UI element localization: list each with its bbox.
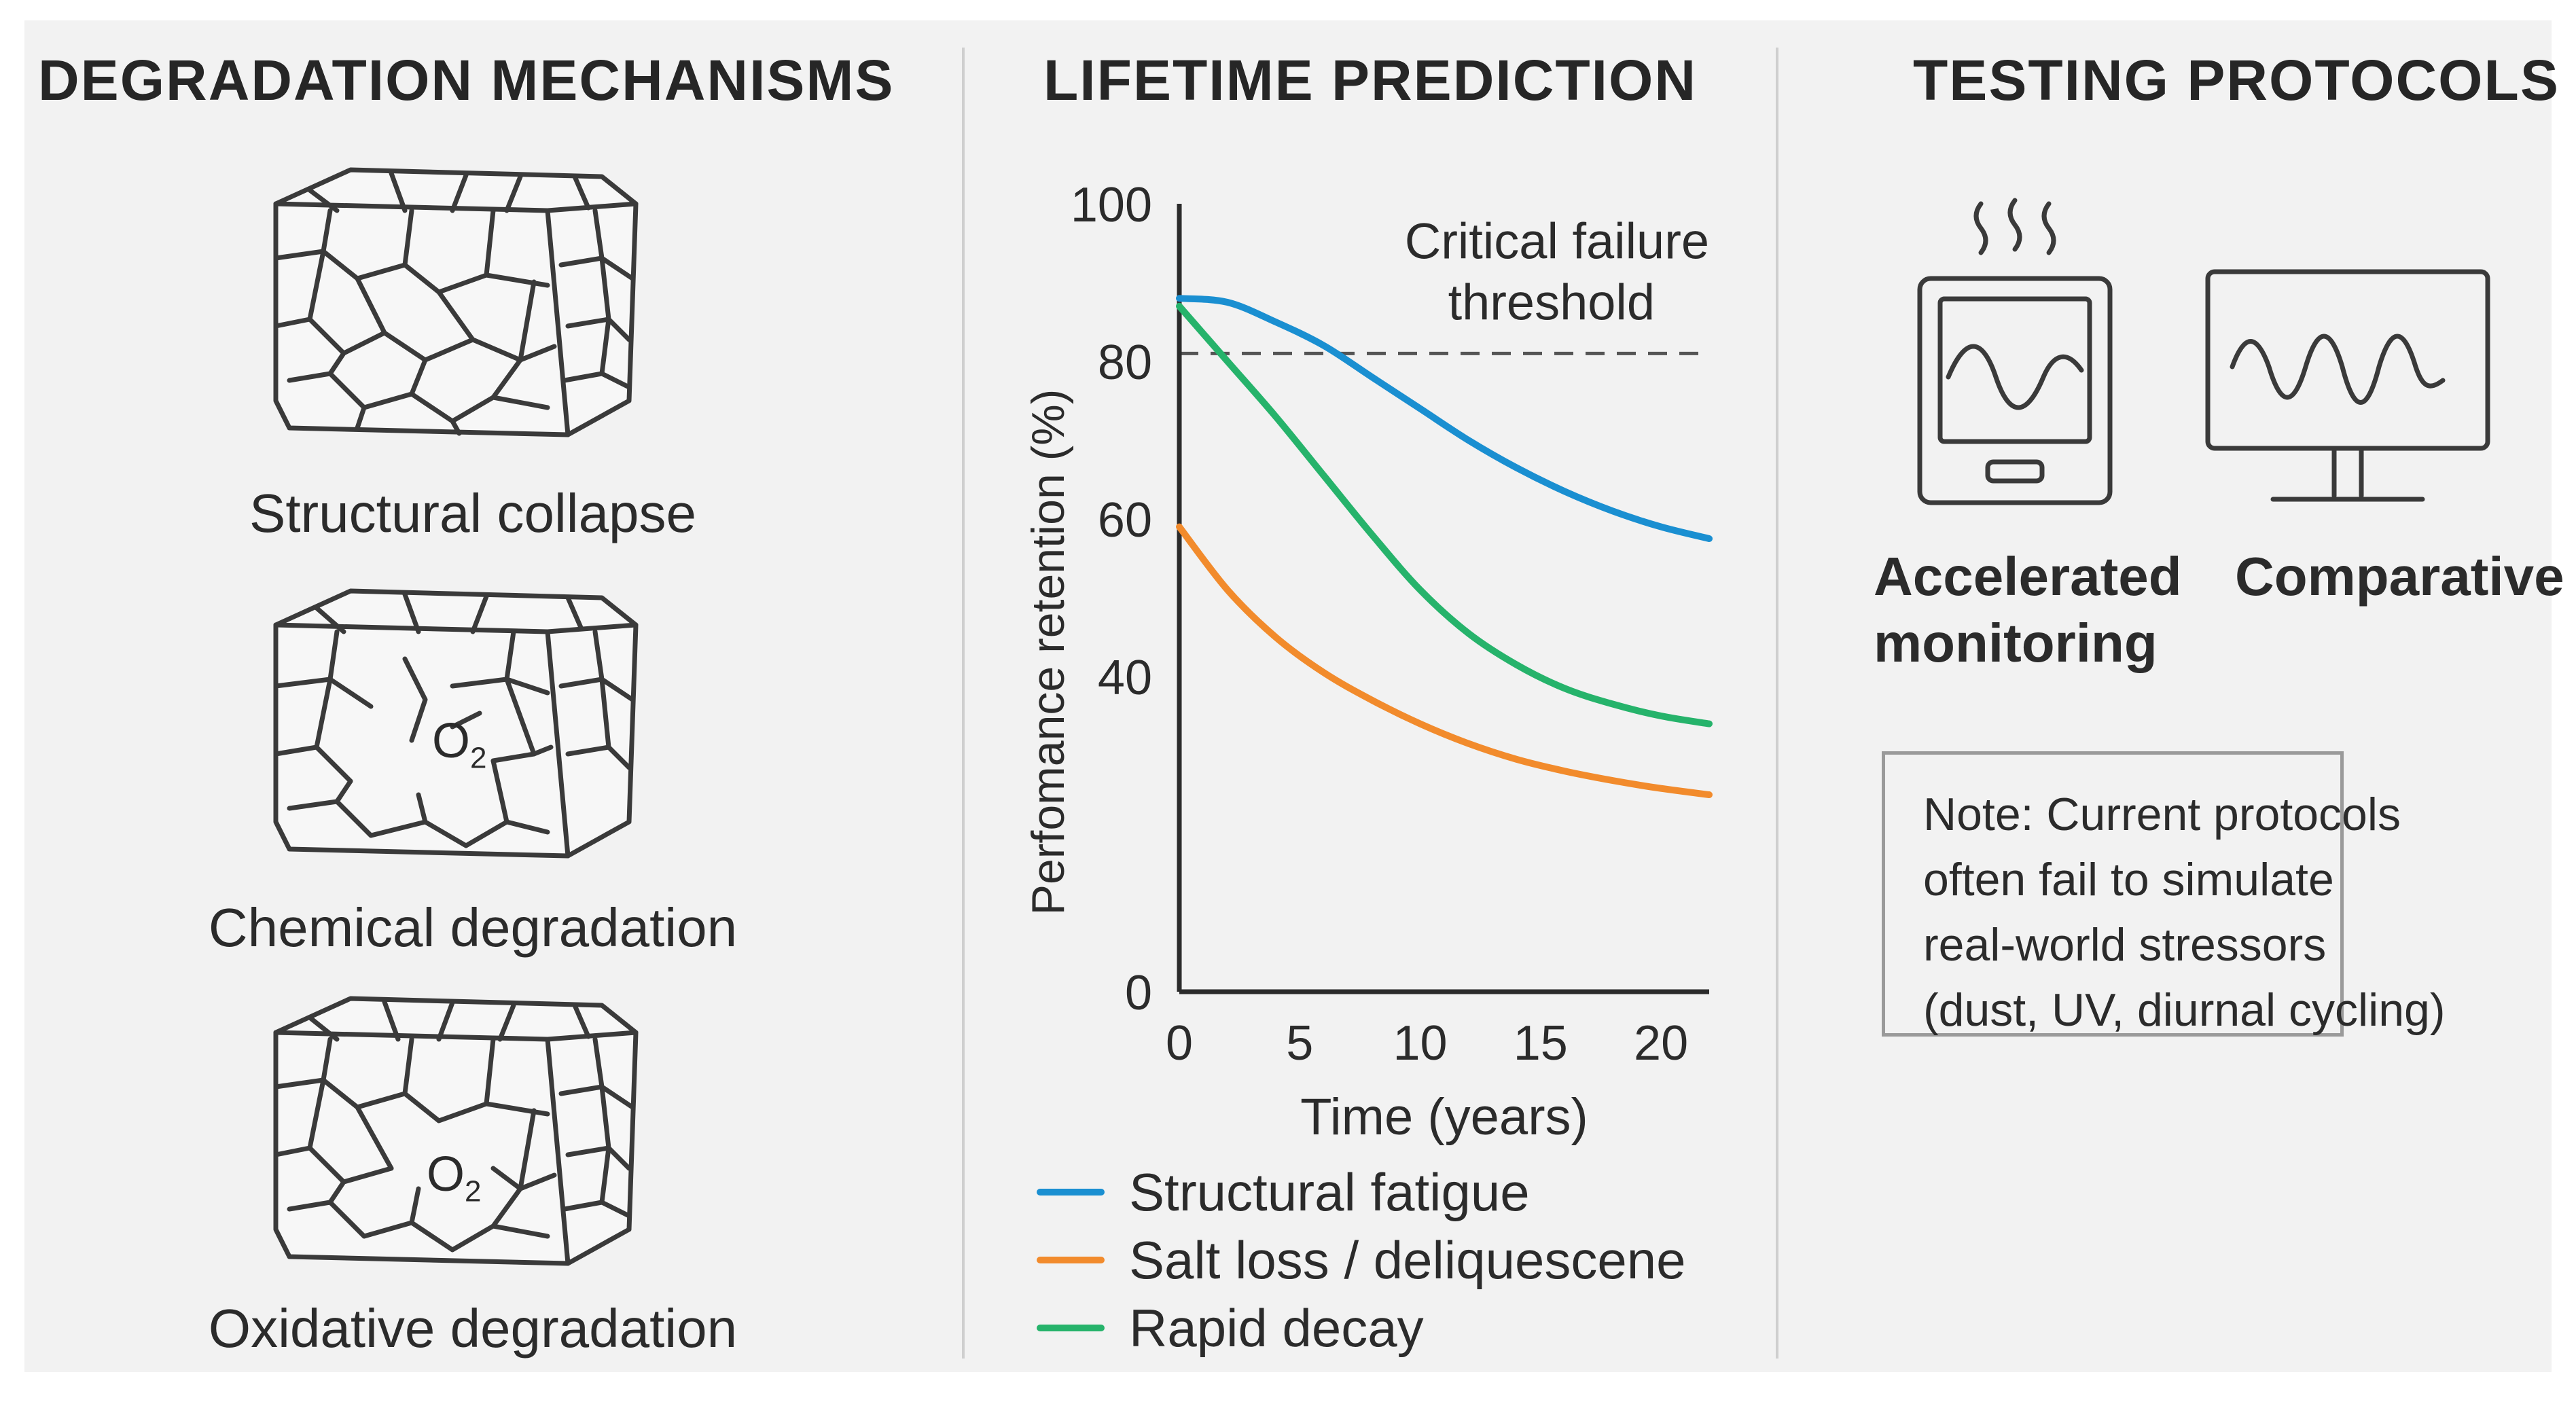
x-axis-label: Time (years) — [1300, 1088, 1588, 1146]
y-tick-label: 80 — [1098, 336, 1152, 390]
y-tick-label: 100 — [1071, 178, 1152, 232]
y-axis-label: Perfomance retention (%) — [1022, 389, 1074, 916]
legend-swatch-structural — [1037, 1189, 1105, 1196]
mechanisms-heading: DEGRADATION MECHANISMS — [38, 48, 895, 112]
legend-swatch-rapid — [1037, 1325, 1105, 1331]
series-line-0 — [1176, 295, 1713, 542]
x-tick-label: 15 — [1514, 1016, 1568, 1071]
note-line: often fail to simulate — [1923, 854, 2334, 905]
series-line-2 — [1176, 302, 1713, 727]
y-tick-label: 60 — [1098, 493, 1152, 547]
y-tick-label: 40 — [1098, 651, 1152, 705]
mechanism-label-chemical: Chemical degradation — [208, 897, 738, 958]
o2-label: O2 — [427, 1147, 482, 1208]
x-tick-label: 5 — [1286, 1016, 1313, 1071]
device-label-accelerated: Accelerated monitoring — [1874, 546, 2182, 673]
legend-label: Salt loss / deliquescene — [1129, 1229, 1686, 1290]
column-divider-left — [962, 48, 965, 1359]
cracked-cube-o2-icon: O2 — [249, 985, 656, 1270]
desktop-monitor-icon — [2198, 265, 2497, 523]
legend-item-rapid-decay: Rapid decay — [1037, 1297, 1424, 1359]
x-tick-label: 20 — [1634, 1016, 1688, 1071]
legend-swatch-salt — [1037, 1257, 1105, 1263]
prediction-heading: LIFETIME PREDICTION — [1043, 48, 1697, 112]
cracked-cube-icon — [249, 156, 656, 442]
mechanism-label-structural: Structural collapse — [249, 483, 697, 543]
legend-label: Rapid decay — [1129, 1297, 1424, 1358]
note-line: (dust, UV, diurnal cycling) — [1923, 984, 2446, 1036]
note-line: real-world stressors — [1923, 919, 2327, 971]
device-label-comparative: Comparative — [2235, 546, 2564, 607]
lifetime-chart: 0 40 60 80 100 0 5 10 15 20 Time (years) Perfomance… — [1022, 178, 1713, 1146]
note-line: Note: Current protocols — [1923, 789, 2401, 840]
legend-item-salt-loss: Salt loss / deliquescene — [1037, 1229, 1686, 1291]
y-tick-label: 0 — [1125, 966, 1152, 1020]
protocols-heading: TESTING PROTOCOLS — [1913, 48, 2560, 112]
cracked-cube-o2-icon: O2 — [249, 577, 656, 863]
o2-label: O2 — [432, 714, 487, 775]
legend-item-structural-fatigue: Structural fatigue — [1037, 1162, 1530, 1223]
x-tick-label: 0 — [1166, 1016, 1193, 1071]
threshold-label-line2: threshold — [1448, 274, 1655, 330]
legend-label: Structural fatigue — [1129, 1162, 1530, 1222]
x-tick-label: 10 — [1393, 1016, 1447, 1071]
series-line-1 — [1176, 523, 1713, 798]
mechanism-label-oxidative: Oxidative degradation — [208, 1298, 738, 1359]
heated-monitor-icon — [1906, 190, 2124, 516]
note-box: Note: Current protocols often fail to si… — [1882, 751, 2446, 1037]
figure-canvas: DEGRADATION MECHANISMS Structural collap… — [24, 20, 2564, 1372]
column-divider-right — [1776, 48, 1778, 1359]
threshold-label-line1: Critical failure — [1405, 213, 1709, 269]
